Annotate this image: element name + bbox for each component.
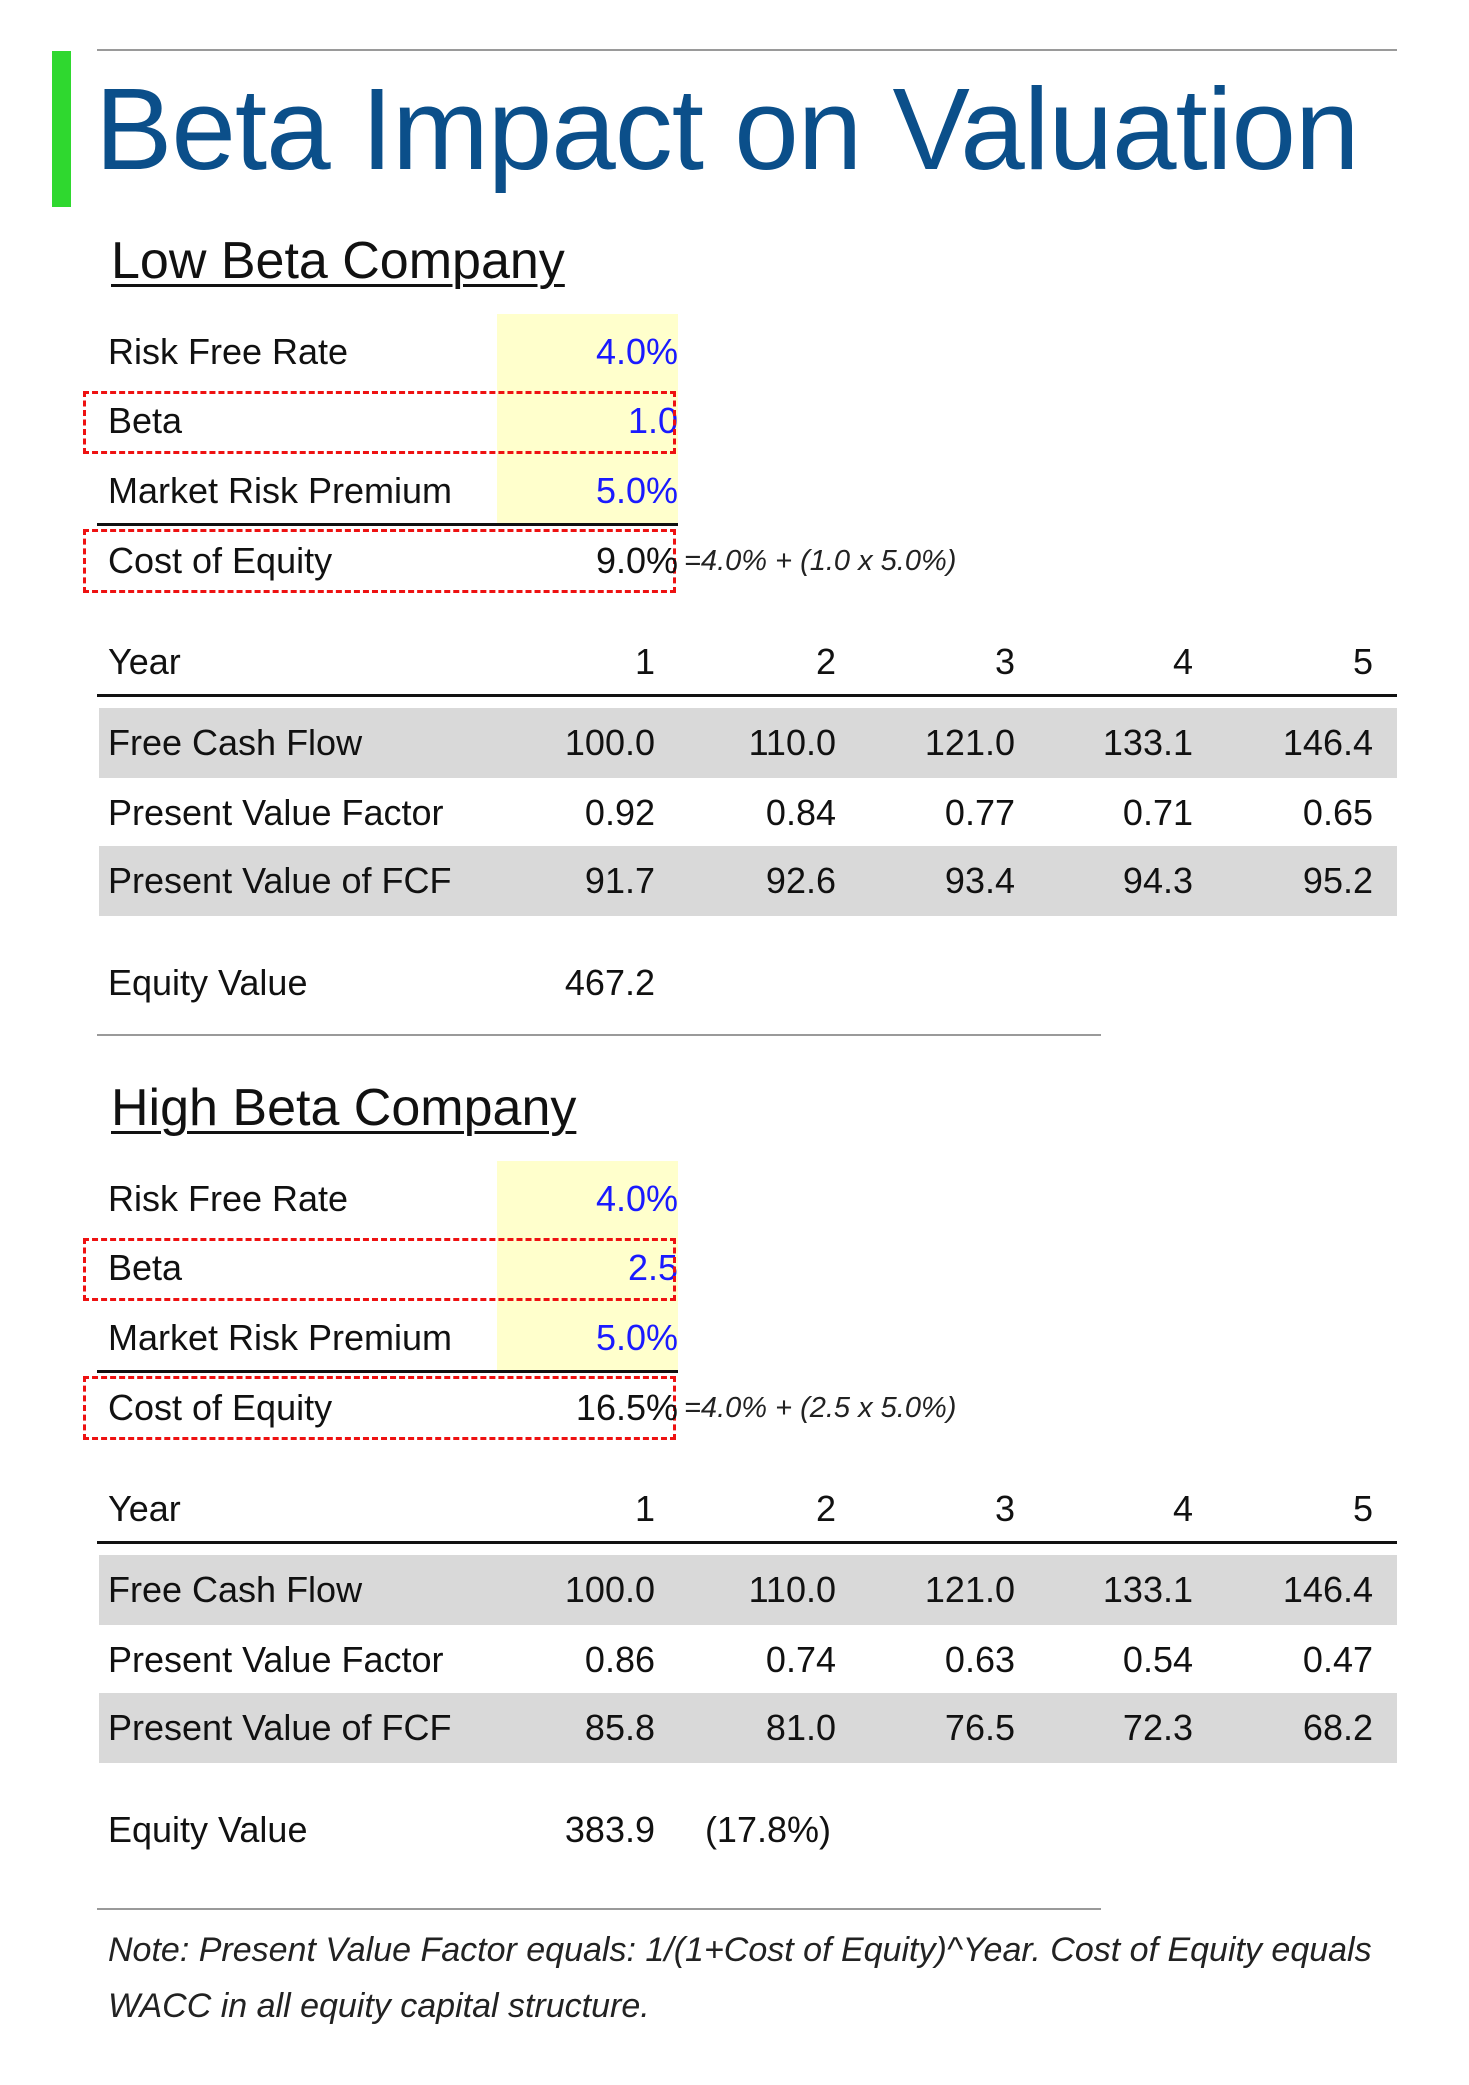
top-rule (97, 49, 1397, 51)
table-cell: 76.5 (944, 1707, 1015, 1748)
accent-bar (52, 51, 71, 207)
table-cell: 0.84 (765, 792, 836, 833)
input-label: Market Risk Premium (108, 470, 453, 511)
table-cell: 0.71 (1122, 792, 1193, 833)
year-header: 5 (1352, 1488, 1373, 1529)
input-label: Market Risk Premium (108, 1317, 453, 1358)
subtotal-line (97, 523, 678, 526)
year-header: 3 (994, 641, 1015, 682)
table-cell: 0.92 (584, 792, 655, 833)
header-rule (97, 694, 1397, 697)
row-band (99, 708, 1397, 778)
cost-of-equity-value: 16.5% (575, 1387, 678, 1428)
equity-value-change: (17.8%) (704, 1809, 831, 1850)
table-cell: 92.6 (765, 860, 836, 901)
table-cell: 0.65 (1302, 792, 1373, 833)
table-row-label: Present Value Factor (108, 792, 444, 833)
beta-highlight-box (83, 391, 676, 454)
table-cell: 0.54 (1122, 1639, 1193, 1680)
section-heading: Low Beta Company (111, 232, 565, 290)
table-row-label: Present Value of FCF (108, 860, 452, 901)
table-cell: 0.86 (584, 1639, 655, 1680)
year-header-label: Year (108, 641, 181, 682)
table-cell: 110.0 (748, 1569, 836, 1610)
cost-of-equity-formula: =4.0% + (1.0 x 5.0%) (684, 545, 957, 577)
table-row-label: Present Value of FCF (108, 1707, 452, 1748)
input-label: Beta (108, 400, 183, 441)
row-band (99, 846, 1397, 916)
input-value[interactable]: 1.0 (627, 400, 678, 441)
table-cell: 93.4 (944, 860, 1015, 901)
input-cells-fill (497, 314, 678, 523)
table-cell: 0.47 (1302, 1639, 1373, 1680)
table-row-label: Free Cash Flow (108, 1569, 363, 1610)
table-row-label: Present Value Factor (108, 1639, 444, 1680)
cost-of-equity-label: Cost of Equity (108, 1387, 333, 1428)
table-cell: 100.0 (564, 722, 655, 763)
table-cell: 81.0 (765, 1707, 836, 1748)
beta-highlight-box (83, 1238, 676, 1301)
table-cell: 146.4 (1282, 722, 1373, 763)
table-cell: 94.3 (1122, 860, 1193, 901)
year-header-label: Year (108, 1488, 181, 1529)
row-band (99, 1693, 1397, 1763)
subtotal-line (97, 1370, 678, 1373)
equity-value: 467.2 (564, 962, 655, 1003)
input-label: Risk Free Rate (108, 331, 349, 372)
table-cell: 121.0 (924, 722, 1015, 763)
table-cell: 133.1 (1102, 722, 1193, 763)
cost-of-equity-highlight-box (83, 1376, 676, 1440)
input-label: Risk Free Rate (108, 1178, 349, 1219)
year-header: 2 (815, 1488, 836, 1529)
input-value[interactable]: 4.0% (595, 1178, 678, 1219)
equity-value: 383.9 (564, 1809, 655, 1850)
input-value[interactable]: 5.0% (595, 1317, 678, 1358)
section-divider (97, 1034, 1101, 1036)
table-cell: 85.8 (584, 1707, 655, 1748)
table-row-label: Free Cash Flow (108, 722, 363, 763)
input-value[interactable]: 2.5 (627, 1247, 678, 1288)
table-cell: 91.7 (584, 860, 655, 901)
section-divider (97, 1908, 1101, 1910)
table-cell: 100.0 (564, 1569, 655, 1610)
input-cells-fill (497, 1161, 678, 1370)
equity-value-label: Equity Value (108, 962, 308, 1003)
input-value[interactable]: 4.0% (595, 331, 678, 372)
year-header: 4 (1172, 1488, 1193, 1529)
year-header: 2 (815, 641, 836, 682)
header-rule (97, 1541, 1397, 1544)
table-cell: 0.77 (944, 792, 1015, 833)
table-cell: 146.4 (1282, 1569, 1373, 1610)
table-cell: 95.2 (1302, 860, 1373, 901)
cost-of-equity-formula: =4.0% + (2.5 x 5.0%) (684, 1392, 957, 1424)
table-cell: 72.3 (1122, 1707, 1193, 1748)
equity-value-change (661, 948, 831, 1018)
table-cell: 68.2 (1302, 1707, 1373, 1748)
table-cell: 133.1 (1102, 1569, 1193, 1610)
year-header: 5 (1352, 641, 1373, 682)
year-header: 3 (994, 1488, 1015, 1529)
equity-value-label: Equity Value (108, 1809, 308, 1850)
row-band (99, 1555, 1397, 1625)
cost-of-equity-highlight-box (83, 529, 676, 593)
input-label: Beta (108, 1247, 183, 1288)
year-header: 1 (634, 1488, 655, 1529)
cost-of-equity-value: 9.0% (595, 540, 678, 581)
table-cell: 0.63 (944, 1639, 1015, 1680)
table-cell: 0.74 (765, 1639, 836, 1680)
cost-of-equity-label: Cost of Equity (108, 540, 333, 581)
table-cell: 121.0 (924, 1569, 1015, 1610)
section-heading: High Beta Company (111, 1079, 577, 1137)
year-header: 1 (634, 641, 655, 682)
table-cell: 110.0 (748, 722, 836, 763)
footnote: Note: Present Value Factor equals: 1/(1+… (108, 1931, 1372, 2025)
year-header: 4 (1172, 641, 1193, 682)
page-title: Beta Impact on Valuation (95, 64, 1360, 194)
input-value[interactable]: 5.0% (595, 470, 678, 511)
